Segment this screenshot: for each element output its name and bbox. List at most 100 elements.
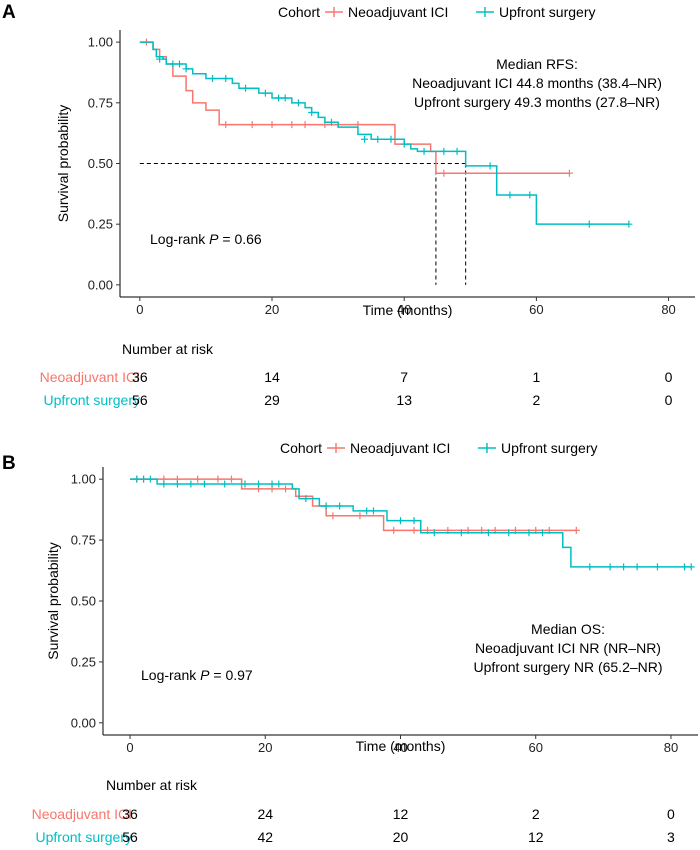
censor-mark [484, 529, 492, 537]
censor-mark [222, 121, 230, 129]
x-tick-label: 0 [126, 740, 133, 755]
censor-mark [410, 517, 418, 525]
risk-row-name-neoadjuvant-ici: Neoadjuvant ICI [32, 806, 132, 822]
risk-count: 56 [122, 829, 138, 845]
censor-mark [505, 529, 513, 537]
censor-mark [585, 220, 593, 228]
y-tick-label: 0.50 [88, 156, 113, 171]
panel-b-os: B Cohort Neoadjuvant ICI Upfront surgery 0.0… [2, 440, 698, 845]
censor-mark [146, 475, 154, 483]
x-tick-label: 20 [265, 302, 279, 317]
km-curve-neoadjuvant-ici [139, 41, 570, 174]
logrank-prefix: Log-rank [150, 231, 209, 247]
y-tick-label: 0.50 [71, 594, 96, 609]
median-annotation-line: Upfront surgery NR (65.2–NR) [473, 659, 662, 675]
censor-mark [222, 75, 230, 83]
x-tick-label: 40 [397, 302, 411, 317]
x-tick-label: 40 [393, 740, 407, 755]
risk-row-name-upfront-surgery: Upfront surgery [44, 392, 140, 408]
series-neoadjuvant-ici [130, 475, 580, 534]
censor-mark [255, 480, 263, 488]
risk-table-title: Number at risk [106, 777, 198, 793]
censor-mark [653, 563, 661, 571]
y-tick-label: 0.25 [71, 654, 96, 669]
censor-mark [329, 512, 337, 520]
censor-mark [572, 526, 580, 534]
censor-mark [308, 109, 316, 117]
censor-mark [156, 55, 164, 63]
risk-count: 20 [393, 829, 409, 845]
risk-count: 14 [264, 369, 280, 385]
risk-count: 12 [393, 806, 409, 822]
y-tick-label: 0.75 [88, 95, 113, 110]
median-annotation-line: Median OS: [531, 621, 605, 637]
censor-mark [187, 480, 195, 488]
risk-count: 29 [264, 392, 280, 408]
censor-mark [369, 507, 377, 515]
risk-count: 36 [132, 369, 148, 385]
censor-mark [620, 563, 628, 571]
censor-mark [363, 507, 371, 515]
km-curve-neoadjuvant-ici [130, 478, 577, 532]
y-tick-label: 1.00 [71, 472, 96, 487]
legend-key-upfront-surgery [478, 443, 496, 453]
legend-entry-neoadjuvant-ici: Neoadjuvant ICI [348, 4, 448, 20]
legend-entry-upfront-surgery: Upfront surgery [501, 440, 597, 456]
censor-mark [209, 75, 217, 83]
censor-mark [390, 526, 398, 534]
y-tick-label: 0.25 [88, 217, 113, 232]
censor-mark [687, 563, 695, 571]
y-axis-title: Survival probability [45, 542, 61, 660]
censor-mark [214, 475, 222, 483]
censor-mark [440, 169, 448, 177]
legend: Cohort Neoadjuvant ICI Upfront surgery [280, 440, 597, 456]
logrank-p: P [209, 231, 219, 247]
risk-count: 7 [400, 369, 408, 385]
legend-key-neoadjuvant-ici [327, 443, 345, 453]
y-axis-title: Survival probability [55, 105, 71, 223]
y-tick-label: 0.75 [71, 533, 96, 548]
censor-mark [680, 563, 688, 571]
censor-mark [248, 121, 256, 129]
logrank-text: Log-rank P = 0.97 [141, 667, 253, 683]
censor-mark [400, 140, 408, 148]
censor-mark [374, 135, 382, 143]
censor-mark [430, 529, 438, 537]
censor-mark [261, 89, 269, 97]
censor-mark [327, 118, 335, 126]
censor-mark [275, 480, 283, 488]
censor-mark [194, 475, 202, 483]
censor-mark [200, 480, 208, 488]
censor-mark [282, 485, 290, 493]
logrank-text: Log-rank P = 0.66 [150, 231, 262, 247]
censor-mark [457, 529, 465, 537]
legend-entry-neoadjuvant-ici: Neoadjuvant ICI [350, 440, 450, 456]
censor-mark [268, 480, 276, 488]
legend-title: Cohort [278, 4, 320, 20]
y-tick-label: 0.00 [71, 715, 96, 730]
censor-mark [302, 495, 310, 503]
censor-mark [453, 147, 461, 155]
median-annotation-line: Median RFS: [496, 56, 578, 72]
risk-count: 36 [122, 806, 138, 822]
censor-mark [356, 512, 364, 520]
censor-mark [336, 502, 344, 510]
y-tick-label: 0.00 [88, 277, 113, 292]
panel-a-rfs: A Cohort Neoadjuvant ICI Upfront surgery 0.0… [2, 2, 695, 408]
risk-table-title: Number at risk [122, 341, 214, 357]
censor-mark [625, 220, 633, 228]
censor-mark [361, 135, 369, 143]
censor-mark [160, 480, 168, 488]
censor-mark [241, 480, 249, 488]
x-tick-label: 20 [258, 740, 272, 755]
censor-mark [397, 517, 404, 525]
censor-mark [175, 60, 183, 68]
legend-key-neoadjuvant-ici [325, 7, 343, 17]
series-upfront-surgery [139, 41, 633, 228]
x-tick-label: 60 [529, 302, 543, 317]
x-tick-label: 80 [661, 302, 675, 317]
panel-label: A [2, 2, 16, 23]
